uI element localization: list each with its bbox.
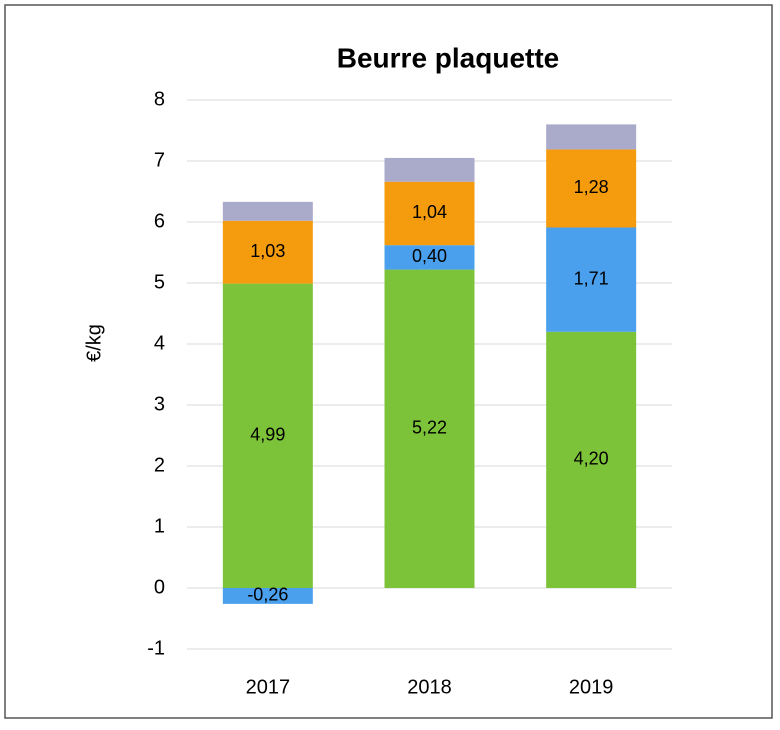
y-tick-label: 1 bbox=[154, 515, 165, 537]
data-label: 5,22 bbox=[412, 418, 447, 438]
data-label: 4,99 bbox=[250, 425, 285, 445]
bar-segment bbox=[384, 181, 475, 246]
bar-segment bbox=[384, 157, 475, 182]
y-tick-label: 0 bbox=[154, 576, 165, 598]
bar-segment bbox=[222, 220, 313, 284]
bar-segment bbox=[222, 588, 313, 604]
y-tick-label: 7 bbox=[154, 149, 165, 171]
chart-title: Beurre plaquette bbox=[337, 42, 560, 73]
y-tick-label: 8 bbox=[154, 88, 165, 110]
y-axis-label: €/kg bbox=[83, 324, 105, 362]
bar-segment bbox=[222, 283, 313, 588]
data-label: 1,71 bbox=[574, 268, 609, 288]
data-label: -0,26 bbox=[247, 585, 288, 605]
bar-segment bbox=[546, 124, 637, 150]
y-tick-label: 2 bbox=[154, 454, 165, 476]
bar-segment bbox=[546, 149, 637, 228]
x-tick-label: 2018 bbox=[407, 676, 452, 698]
bar-segment bbox=[384, 269, 475, 588]
data-label: 4,20 bbox=[574, 449, 609, 469]
data-label: 0,40 bbox=[412, 246, 447, 266]
bar-segment bbox=[546, 331, 637, 588]
data-label: 1,04 bbox=[412, 202, 447, 222]
bar-segment bbox=[384, 245, 475, 270]
y-tick-label: 3 bbox=[154, 393, 165, 415]
x-tick-label: 2017 bbox=[246, 676, 291, 698]
data-label: 1,03 bbox=[250, 241, 285, 261]
x-tick-label: 2019 bbox=[569, 676, 614, 698]
y-tick-label: -1 bbox=[147, 637, 165, 659]
y-tick-label: 6 bbox=[154, 210, 165, 232]
bar-segment bbox=[222, 201, 313, 221]
y-tick-label: 4 bbox=[154, 332, 165, 354]
bar-segment bbox=[546, 227, 637, 332]
y-tick-label: 5 bbox=[154, 271, 165, 293]
data-label: 1,28 bbox=[574, 177, 609, 197]
